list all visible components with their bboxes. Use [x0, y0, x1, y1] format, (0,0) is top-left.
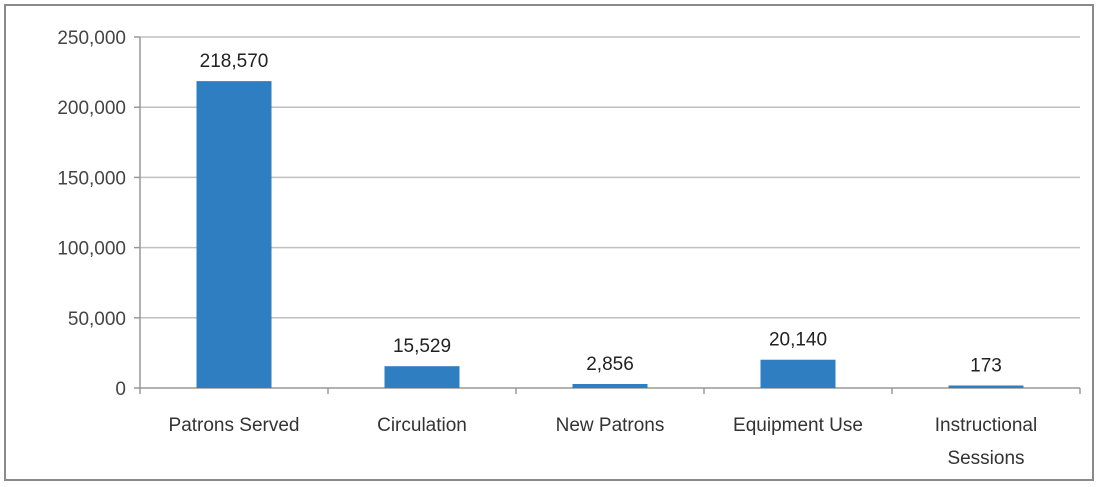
category-label: Equipment Use	[733, 415, 863, 436]
bar	[760, 359, 836, 388]
y-tick-label: 0	[115, 379, 126, 400]
bar	[384, 366, 460, 388]
bar	[572, 383, 648, 388]
bar	[196, 81, 272, 389]
category-label: New Patrons	[556, 415, 665, 436]
data-label: 15,529	[393, 336, 451, 357]
y-tick-label: 150,000	[57, 168, 126, 189]
data-label: 173	[970, 356, 1002, 377]
category-label: Instructional	[935, 415, 1037, 436]
chart-frame	[4, 4, 1094, 481]
data-label: 218,570	[200, 51, 269, 72]
y-tick-label: 200,000	[57, 98, 126, 119]
y-tick-label: 50,000	[68, 309, 126, 330]
data-label: 20,140	[769, 330, 827, 351]
y-tick-label: 250,000	[57, 28, 126, 49]
y-tick-label: 100,000	[57, 239, 126, 260]
category-label: Patrons Served	[169, 415, 300, 436]
bar	[948, 385, 1024, 388]
category-label: Circulation	[377, 415, 467, 436]
data-label: 2,856	[586, 354, 634, 375]
category-label: Sessions	[947, 448, 1024, 469]
